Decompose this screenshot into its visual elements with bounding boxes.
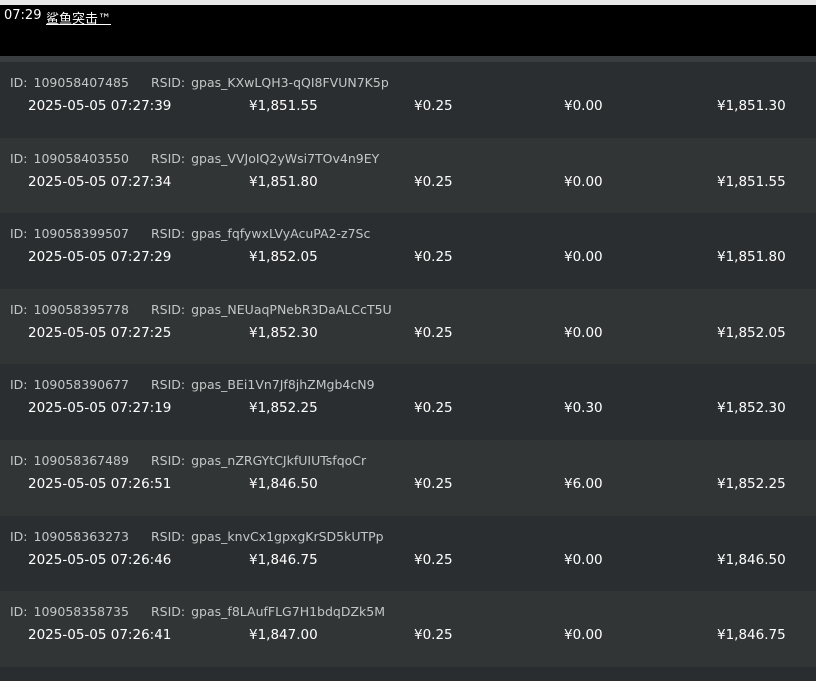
rsid-value: gpas_VVJoIQ2yWsi7TOv4n9EY [191, 150, 380, 166]
fee: ¥0.25 [414, 400, 453, 417]
amount: ¥1,847.00 [249, 627, 318, 644]
amount: ¥1,846.50 [249, 475, 318, 492]
transaction-row[interactable]: ID: 109058407485 RSID: gpas_KXwLQH3-qQI8FVU… [0, 62, 816, 138]
transaction-id: 109058358735 [33, 604, 129, 620]
datetime: 2025-05-05 07:27:34 [28, 173, 172, 190]
amount: ¥1,851.80 [249, 173, 318, 190]
transaction-id: 109058395778 [33, 301, 129, 317]
transaction-row[interactable]: ID: 109058390677 RSID: gpas_BEi1Vn7Jf8jhZMg… [0, 364, 816, 440]
top-strip [0, 0, 816, 5]
header-bar: 07:29 鲨鱼突击™ [0, 5, 816, 56]
transaction-id: 109058367489 [33, 452, 129, 468]
other-amount: ¥0.00 [564, 98, 603, 114]
id-label: ID: [10, 75, 28, 90]
row-meta: ID: 109058395778 RSID: gpas_NEUaqPNebR3DaAL… [10, 302, 398, 317]
other-amount: ¥0.00 [564, 324, 603, 341]
other-amount: ¥0.00 [564, 173, 603, 190]
datetime: 2025-05-05 07:27:39 [28, 98, 172, 114]
balance: ¥1,846.75 [717, 627, 786, 644]
id-label: ID: [10, 226, 28, 242]
rsid-label: RSID: [150, 75, 186, 90]
datetime: 2025-05-05 07:27:25 [28, 324, 172, 341]
other-amount: ¥0.00 [564, 249, 603, 266]
balance: ¥1,846.50 [717, 551, 786, 568]
id-label: ID: [10, 150, 28, 166]
transaction-row[interactable]: ID: 109058358735 RSID: gpas_f8LAufFLG7H1bdq… [0, 591, 816, 667]
datetime: 2025-05-05 07:27:29 [28, 249, 172, 266]
rsid-label: RSID: [150, 377, 186, 393]
amount: ¥1,852.25 [249, 400, 318, 417]
balance: ¥1,852.05 [717, 324, 786, 341]
transaction-row[interactable]: ID: 109058399507 RSID: gpas_fqfywxLVyAcuPA2… [0, 213, 816, 289]
transaction-id: 109058403550 [33, 150, 129, 166]
row-meta: ID: 109058403550 RSID: gpas_VVJoIQ2yWsi7TOv… [10, 151, 385, 166]
row-meta: ID: 109058407485 RSID: gpas_KXwLQH3-qQI8FVU… [10, 75, 395, 90]
amount: ¥1,846.75 [249, 551, 318, 568]
datetime: 2025-05-05 07:27:19 [28, 400, 172, 417]
divider [0, 56, 816, 62]
rsid-value: gpas_fqfywxLVyAcuPA2-z7Sc [191, 226, 371, 242]
fee: ¥0.25 [414, 249, 453, 266]
id-label: ID: [10, 528, 28, 544]
transaction-row[interactable]: ID: 109058363273 RSID: gpas_knvCx1gpxgKrSD5… [0, 515, 816, 592]
id-label: ID: [10, 452, 28, 468]
fee: ¥0.25 [414, 324, 453, 341]
rsid-label: RSID: [150, 301, 186, 317]
row-meta: ID: 109058390677 RSID: gpas_BEi1Vn7Jf8jhZMg… [10, 377, 381, 392]
rsid-label: RSID: [150, 226, 186, 242]
header-title[interactable]: 鲨鱼突击™ [46, 12, 112, 27]
rsid-value: gpas_BEi1Vn7Jf8jhZMgb4cN9 [191, 377, 375, 393]
amount: ¥1,852.30 [249, 324, 318, 341]
transaction-list: ID: 109058407485 RSID: gpas_KXwLQH3-qQI8FVU… [0, 62, 816, 667]
balance: ¥1,852.25 [717, 475, 786, 492]
transaction-id: 109058399507 [33, 226, 129, 242]
other-amount: ¥0.30 [564, 400, 603, 417]
other-amount: ¥0.00 [564, 627, 603, 644]
rsid-label: RSID: [150, 528, 186, 544]
rsid-value: gpas_knvCx1gpxgKrSD5kUTPp [191, 528, 384, 544]
other-amount: ¥0.00 [564, 551, 603, 568]
fee: ¥0.25 [414, 98, 453, 114]
transaction-id: 109058363273 [33, 528, 129, 544]
other-amount: ¥6.00 [564, 475, 603, 492]
header-time: 07:29 [4, 8, 42, 23]
transaction-id: 109058390677 [33, 377, 129, 393]
datetime: 2025-05-05 07:26:41 [28, 627, 172, 644]
amount: ¥1,852.05 [249, 249, 318, 266]
rsid-value: gpas_f8LAufFLG7H1bdqDZk5M [191, 604, 386, 620]
fee: ¥0.25 [414, 475, 453, 492]
rsid-label: RSID: [150, 150, 186, 166]
balance: ¥1,851.80 [717, 249, 786, 266]
id-label: ID: [10, 301, 28, 317]
fee: ¥0.25 [414, 173, 453, 190]
balance: ¥1,852.30 [717, 400, 786, 417]
rsid-value: gpas_KXwLQH3-qQI8FVUN7K5p [191, 75, 389, 90]
transaction-id: 109058407485 [33, 75, 129, 90]
id-label: ID: [10, 377, 28, 393]
balance: ¥1,851.30 [717, 98, 786, 114]
rsid-label: RSID: [150, 604, 186, 620]
fee: ¥0.25 [414, 627, 453, 644]
row-meta: ID: 109058363273 RSID: gpas_knvCx1gpxgKrSD5… [10, 529, 390, 544]
fee: ¥0.25 [414, 551, 453, 568]
transaction-row[interactable]: ID: 109058395778 RSID: gpas_NEUaqPNebR3DaAL… [0, 288, 816, 365]
rsid-label: RSID: [150, 452, 186, 468]
rsid-value: gpas_nZRGYtCJkfUIUTsfqoCr [191, 452, 367, 468]
row-meta: ID: 109058358735 RSID: gpas_f8LAufFLG7H1bdq… [10, 604, 391, 619]
datetime: 2025-05-05 07:26:51 [28, 475, 172, 492]
rsid-value: gpas_NEUaqPNebR3DaALCcT5U [191, 301, 392, 317]
balance: ¥1,851.55 [717, 173, 786, 190]
row-meta: ID: 109058367489 RSID: gpas_nZRGYtCJkfUIUTs… [10, 453, 372, 468]
datetime: 2025-05-05 07:26:46 [28, 551, 172, 568]
id-label: ID: [10, 604, 28, 620]
row-meta: ID: 109058399507 RSID: gpas_fqfywxLVyAcuPA2… [10, 226, 376, 241]
amount: ¥1,851.55 [249, 98, 318, 114]
transaction-row[interactable]: ID: 109058403550 RSID: gpas_VVJoIQ2yWsi7TOv… [0, 137, 816, 214]
transaction-row[interactable]: ID: 109058367489 RSID: gpas_nZRGYtCJkfUIUTs… [0, 439, 816, 516]
